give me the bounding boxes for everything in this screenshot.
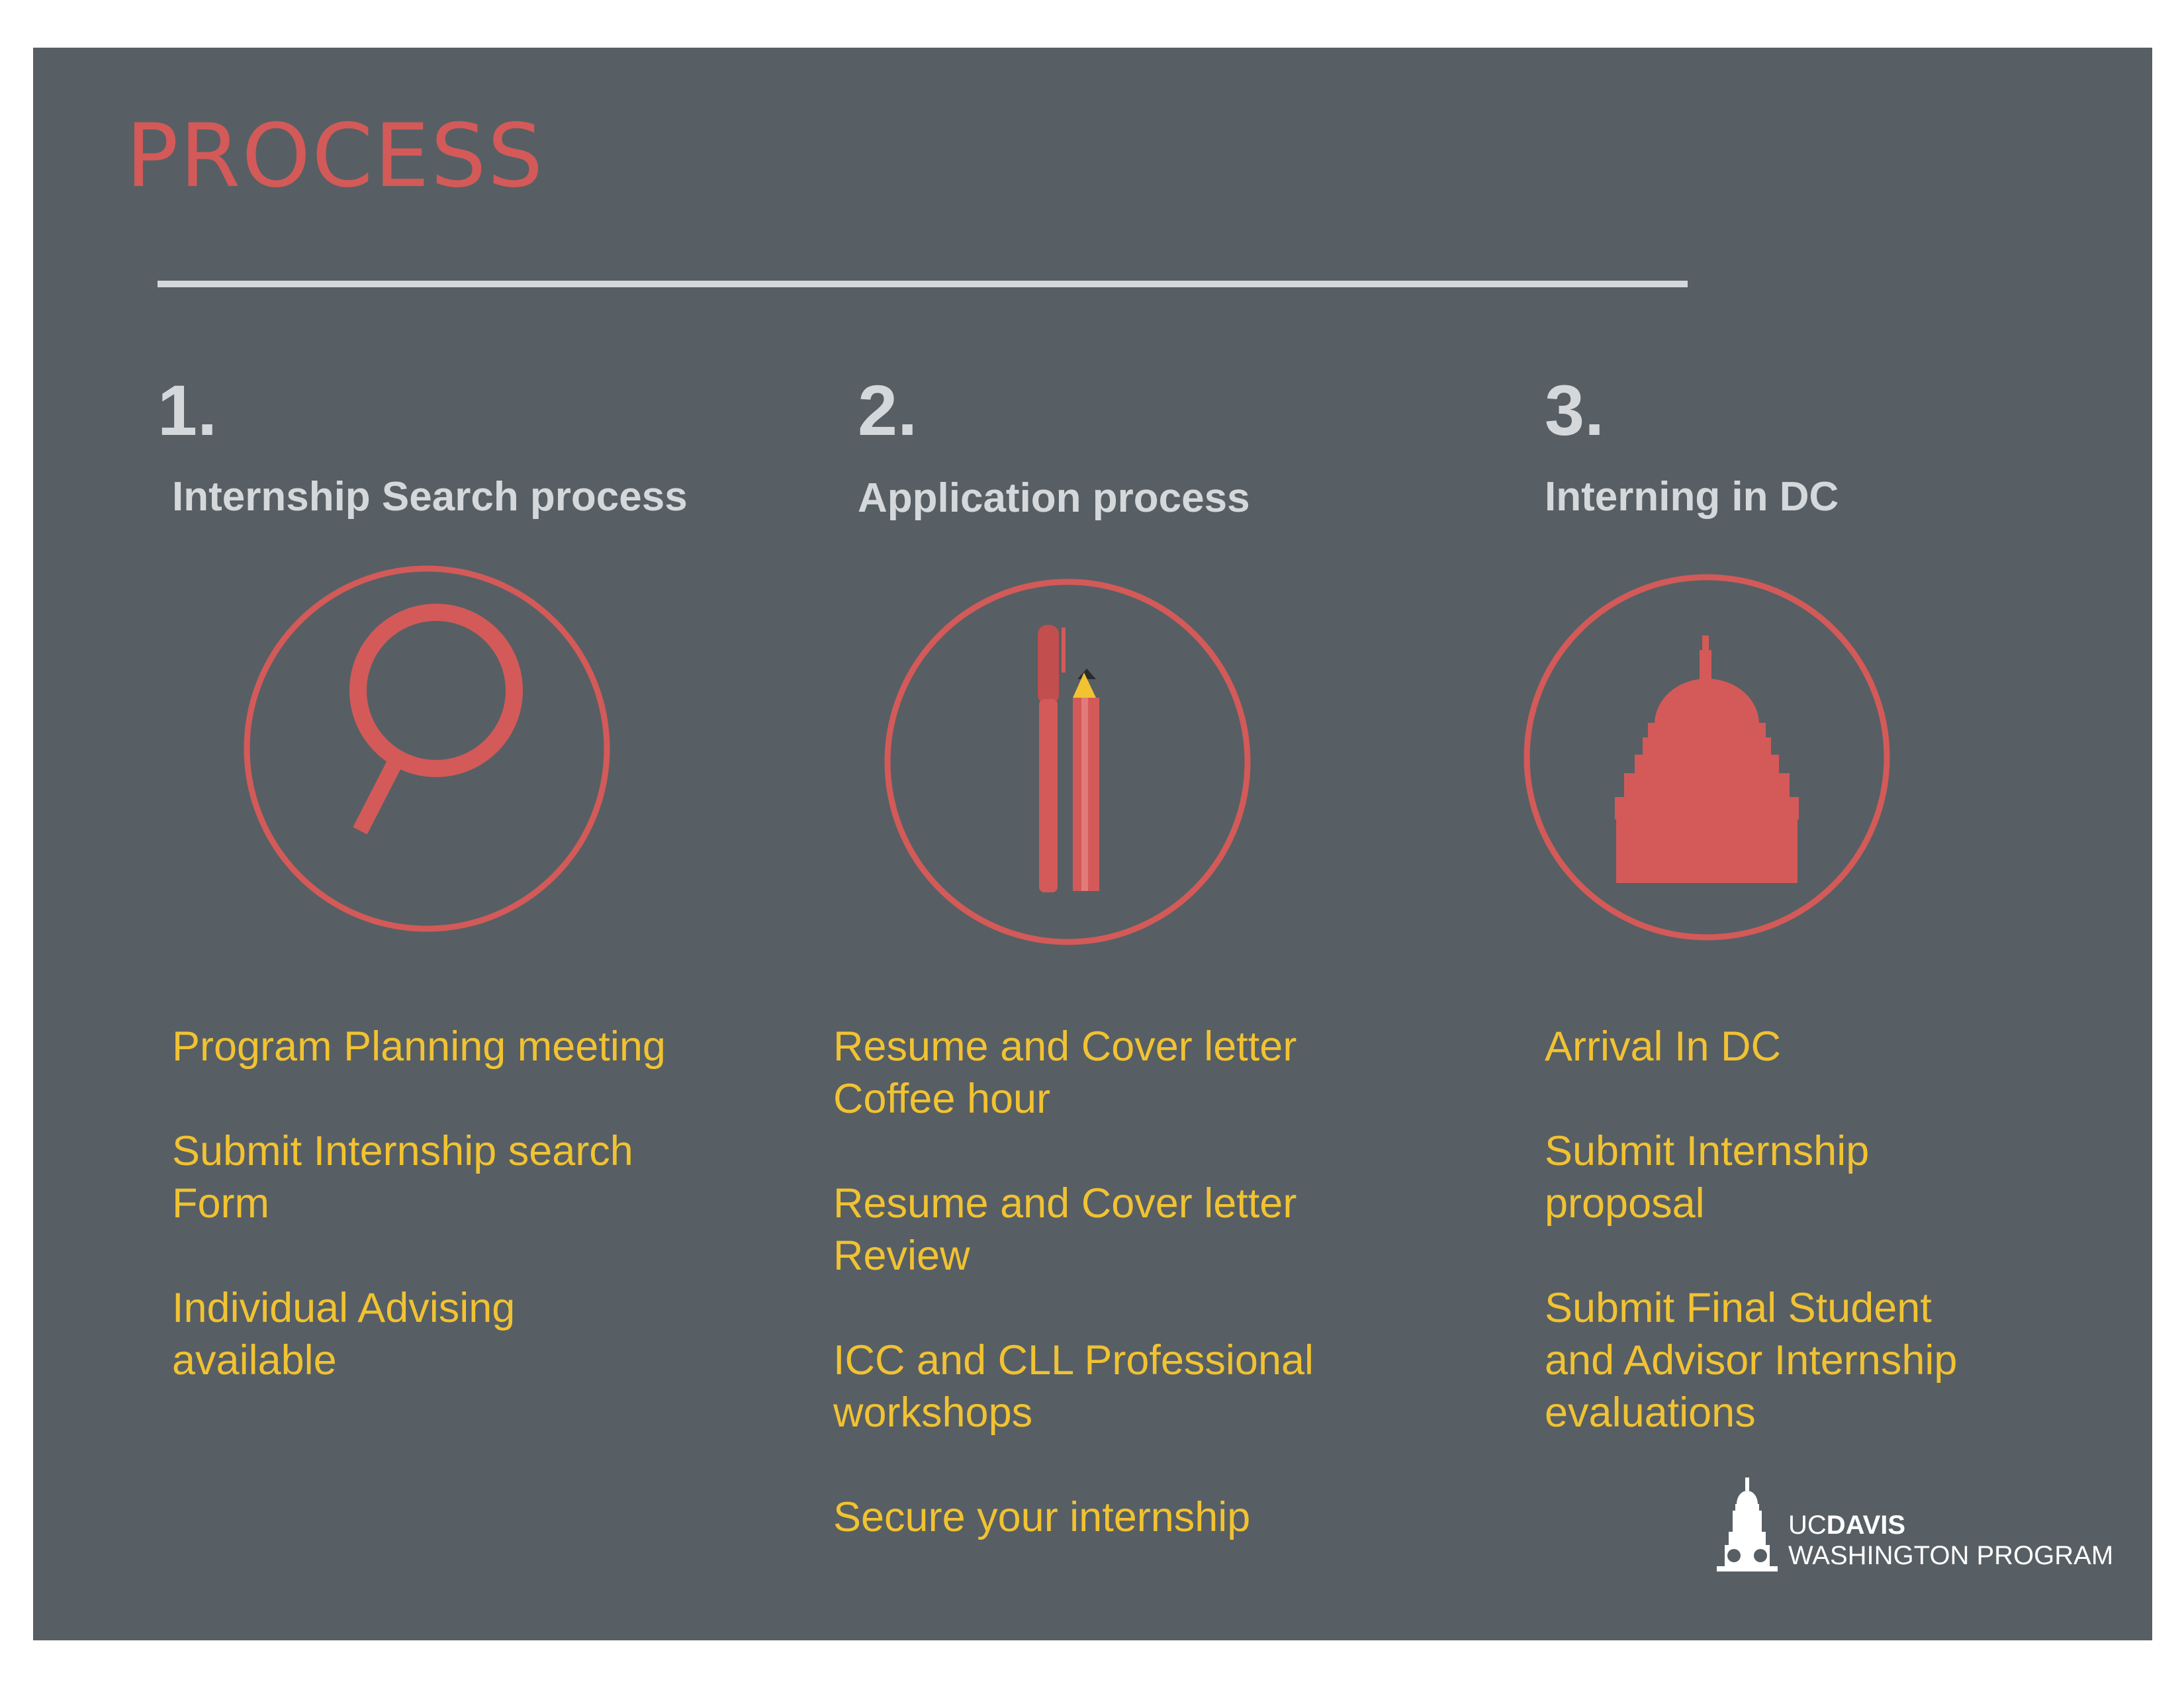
list-item: Resume and Cover letter Coffee hour (833, 1023, 1297, 1122)
list-item: Secure your internship (833, 1494, 1251, 1540)
step-number: 3. (1545, 370, 1605, 450)
task-list: Arrival In DC Submit Internship proposal… (1545, 1021, 2074, 1491)
list-item: Submit Internship search Form (172, 1128, 633, 1227)
list-item: Resume and Cover letter Review (833, 1180, 1297, 1279)
logo-davis-text: DAVIS (1826, 1511, 1906, 1540)
uc-davis-washington-program-logo: UCDAVIS WASHINGTON PROGRAM (1714, 1476, 2113, 1575)
title-divider (158, 281, 1688, 287)
step-heading: Interning in DC (1545, 474, 1839, 520)
page-title: PROCESS (126, 105, 545, 207)
capitol-tower-logo-icon (1717, 1477, 1778, 1571)
list-item: ICC and CLL Professional workshops (833, 1337, 1314, 1436)
logo-program-text: WASHINGTON PROGRAM (1788, 1541, 2114, 1570)
step-number: 2. (858, 370, 918, 450)
capitol-dome-icon (1524, 574, 1890, 941)
task-list: Program Planning meeting Submit Internsh… (172, 1021, 768, 1439)
logo-wordmark: UCDAVIS (1788, 1512, 1905, 1538)
pen-and-pencil-icon (884, 579, 1251, 945)
step-heading: Internship Search process (172, 474, 688, 520)
step-number: 1. (158, 370, 218, 450)
list-item: Arrival In DC (1545, 1023, 1782, 1070)
list-item: Submit Internship proposal (1545, 1128, 1870, 1227)
logo-uc-text: UC (1788, 1511, 1827, 1540)
list-item: Individual Advising available (172, 1285, 516, 1383)
list-item: Submit Final Student and Advisor Interns… (1545, 1285, 1958, 1436)
list-item: Program Planning meeting (172, 1023, 666, 1070)
task-list: Resume and Cover letter Coffee hour Resu… (833, 1021, 1429, 1596)
magnifying-glass-icon (244, 565, 610, 932)
step-heading: Application process (858, 475, 1250, 521)
